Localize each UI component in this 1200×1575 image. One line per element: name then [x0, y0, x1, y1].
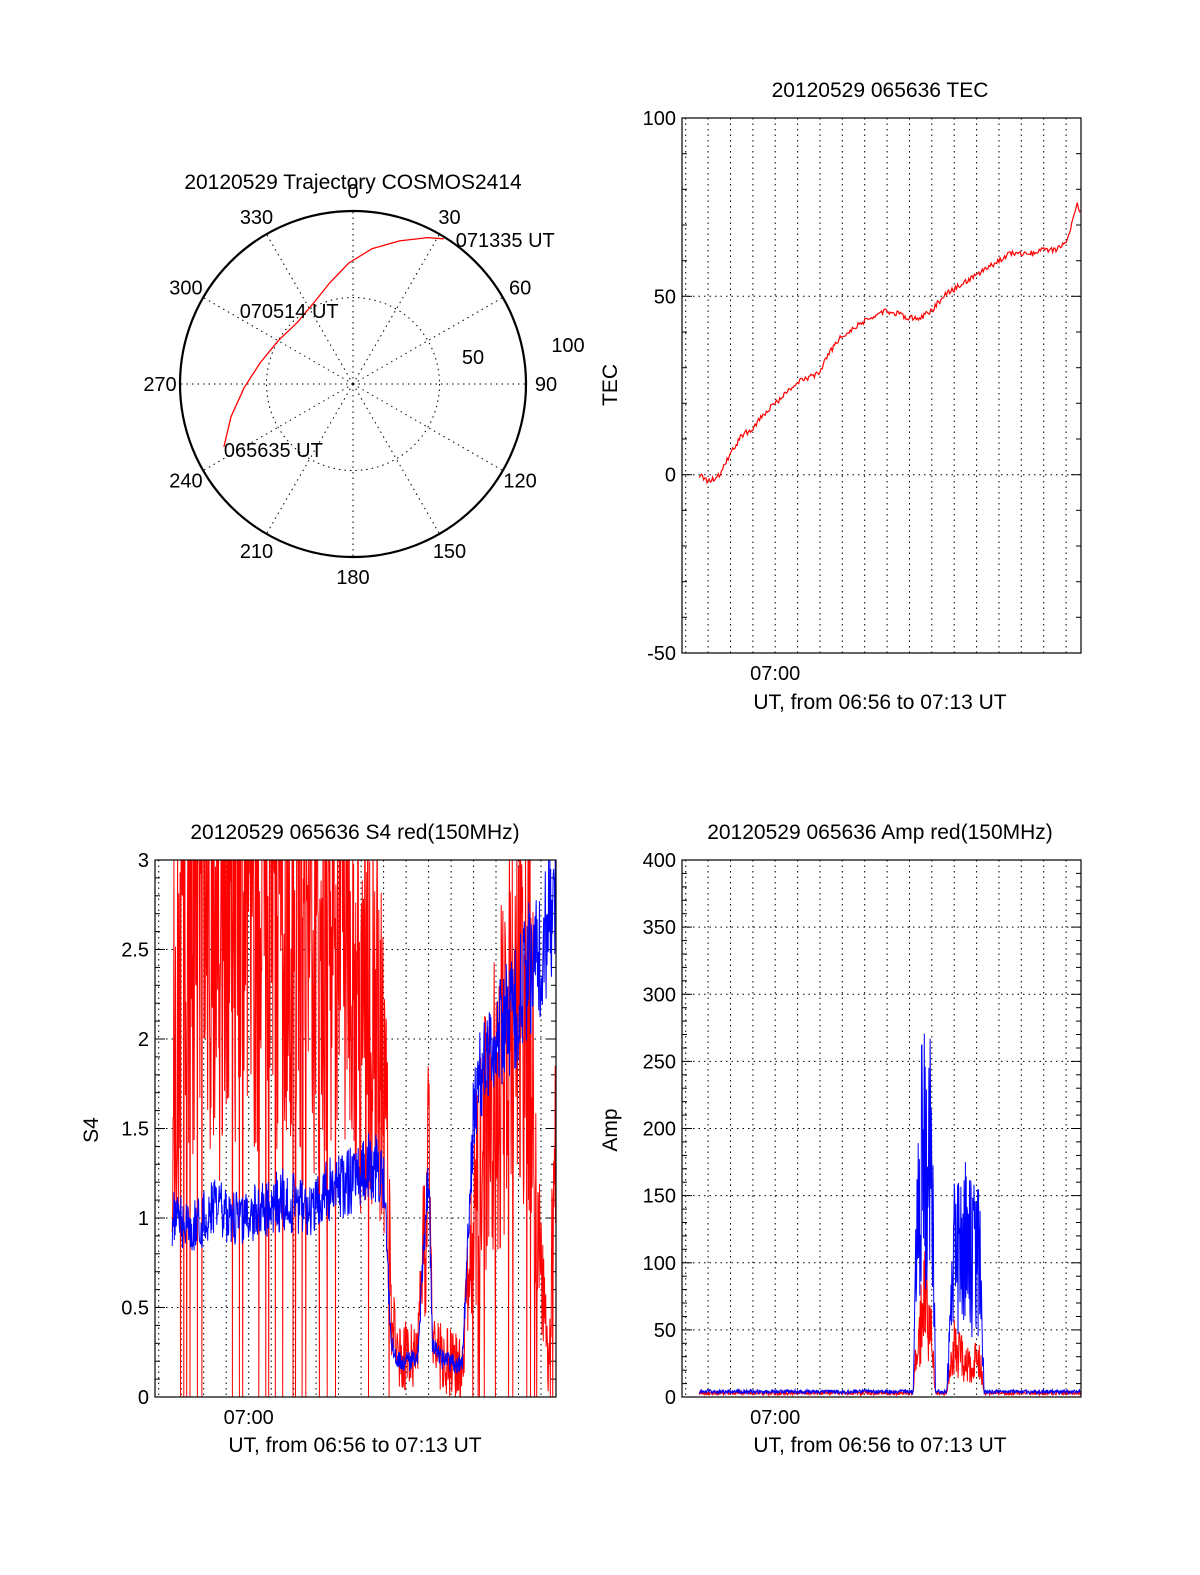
amp-y-tick-label: 100: [643, 1253, 676, 1275]
tec-series-red-line: [698, 202, 1081, 485]
polar-azimuth-label-210: 210: [240, 541, 273, 563]
tec-y-tick-label: -50: [647, 643, 676, 665]
s4-y-tick-label: 3: [138, 850, 149, 872]
s4-y-tick-label: 1: [138, 1208, 149, 1230]
trajectory-time-label: 065635 UT: [224, 440, 323, 462]
polar-grid-ring-50: [266, 297, 440, 471]
s4-series-group: [171, 860, 556, 1397]
tec-title: 20120529 065636 TEC: [772, 79, 989, 102]
tec-y-axis-label: TEC: [599, 364, 622, 406]
polar-azimuth-label-150: 150: [433, 541, 466, 563]
s4-series-red-line: [171, 860, 556, 1397]
polar-spoke-150: [352, 383, 440, 535]
s4-y-tick-label: 1.5: [121, 1119, 149, 1141]
polar-spoke-120: [352, 383, 504, 471]
polar-azimuth-label-330: 330: [240, 207, 273, 229]
s4-x-tick-label: 07:00: [224, 1407, 274, 1429]
polar-azimuth-label-0: 0: [347, 181, 358, 203]
polar-radius-label-50: 50: [462, 347, 484, 369]
s4-series-blue-line: [171, 860, 556, 1374]
tec-y-tick-label: 0: [665, 465, 676, 487]
amp-y-tick-label: 0: [665, 1387, 676, 1409]
polar-azimuth-label-240: 240: [169, 471, 202, 493]
s4-y-tick-label: 0: [138, 1387, 149, 1409]
s4-x-axis-label: UT, from 06:56 to 07:13 UT: [228, 1434, 481, 1457]
polar-spoke-60: [352, 297, 504, 385]
trajectory-title: 20120529 Trajectory COSMOS2414: [184, 171, 522, 194]
s4-y-axis-label: S4: [80, 1117, 103, 1143]
s4-plot-frame: [154, 859, 557, 1398]
tec-plot-frame: [681, 117, 1082, 654]
amp-series-blue-line: [698, 1033, 1081, 1396]
polar-azimuth-label-90: 90: [535, 374, 557, 396]
trajectory-line: [223, 236, 444, 448]
polar-azimuth-label-30: 30: [438, 207, 460, 229]
polar-azimuth-label-300: 300: [169, 278, 202, 300]
s4-y-tick-label: 0.5: [121, 1298, 149, 1320]
s4-title: 20120529 065636 S4 red(150MHz): [190, 821, 519, 844]
amp-x-axis-label: UT, from 06:56 to 07:13 UT: [753, 1434, 1006, 1457]
amp-title: 20120529 065636 Amp red(150MHz): [707, 821, 1053, 844]
tec-series-group: [698, 202, 1081, 485]
trajectory-time-label: 070514 UT: [240, 301, 339, 323]
s4-y-tick-label: 2.5: [121, 940, 149, 962]
polar-azimuth-label-120: 120: [503, 471, 536, 493]
amp-series-red-line: [698, 1251, 1081, 1397]
s4-panel: 20120529 065636 S4 red(150MHz) UT, from …: [80, 821, 557, 1457]
amp-y-tick-label: 400: [643, 850, 676, 872]
s4-y-tick-label: 2: [138, 1029, 149, 1051]
amp-y-tick-label: 250: [643, 1051, 676, 1073]
polar-spoke-30: [352, 233, 440, 385]
amp-plot-frame: [681, 859, 1082, 1398]
polar-spoke-330: [266, 233, 354, 385]
amp-y-tick-label: 350: [643, 917, 676, 939]
amp-y-tick-label: 200: [643, 1119, 676, 1141]
tec-panel: 20120529 065636 TEC UT, from 06:56 to 07…: [599, 79, 1082, 714]
tec-y-tick-label: 50: [654, 286, 676, 308]
polar-spoke-300: [202, 297, 354, 385]
tec-x-axis-label: UT, from 06:56 to 07:13 UT: [753, 691, 1006, 714]
amp-y-tick-label: 300: [643, 984, 676, 1006]
trajectory-polar-panel: 20120529 Trajectory COSMOS2414 0 30 60 90 12…: [143, 171, 584, 589]
polar-azimuth-label-60: 60: [509, 278, 531, 300]
polar-grid-ring-100: [179, 210, 527, 558]
amp-panel: 20120529 065636 Amp red(150MHz) UT, from…: [599, 821, 1082, 1457]
polar-radius-label-100: 100: [551, 335, 584, 357]
polar-azimuth-label-180: 180: [336, 567, 369, 589]
amp-y-tick-label: 150: [643, 1186, 676, 1208]
amp-y-tick-label: 50: [654, 1320, 676, 1342]
tec-y-tick-label: 100: [643, 108, 676, 130]
polar-azimuth-label-270: 270: [143, 374, 176, 396]
trajectory-time-label: 071335 UT: [456, 230, 555, 252]
polar-spoke-210: [266, 383, 354, 535]
amp-series-group: [698, 1033, 1081, 1397]
amp-y-axis-label: Amp: [599, 1108, 622, 1151]
polar-spoke-240: [202, 383, 354, 471]
amp-x-tick-label: 07:00: [750, 1407, 800, 1429]
tec-x-tick-label: 07:00: [750, 663, 800, 685]
